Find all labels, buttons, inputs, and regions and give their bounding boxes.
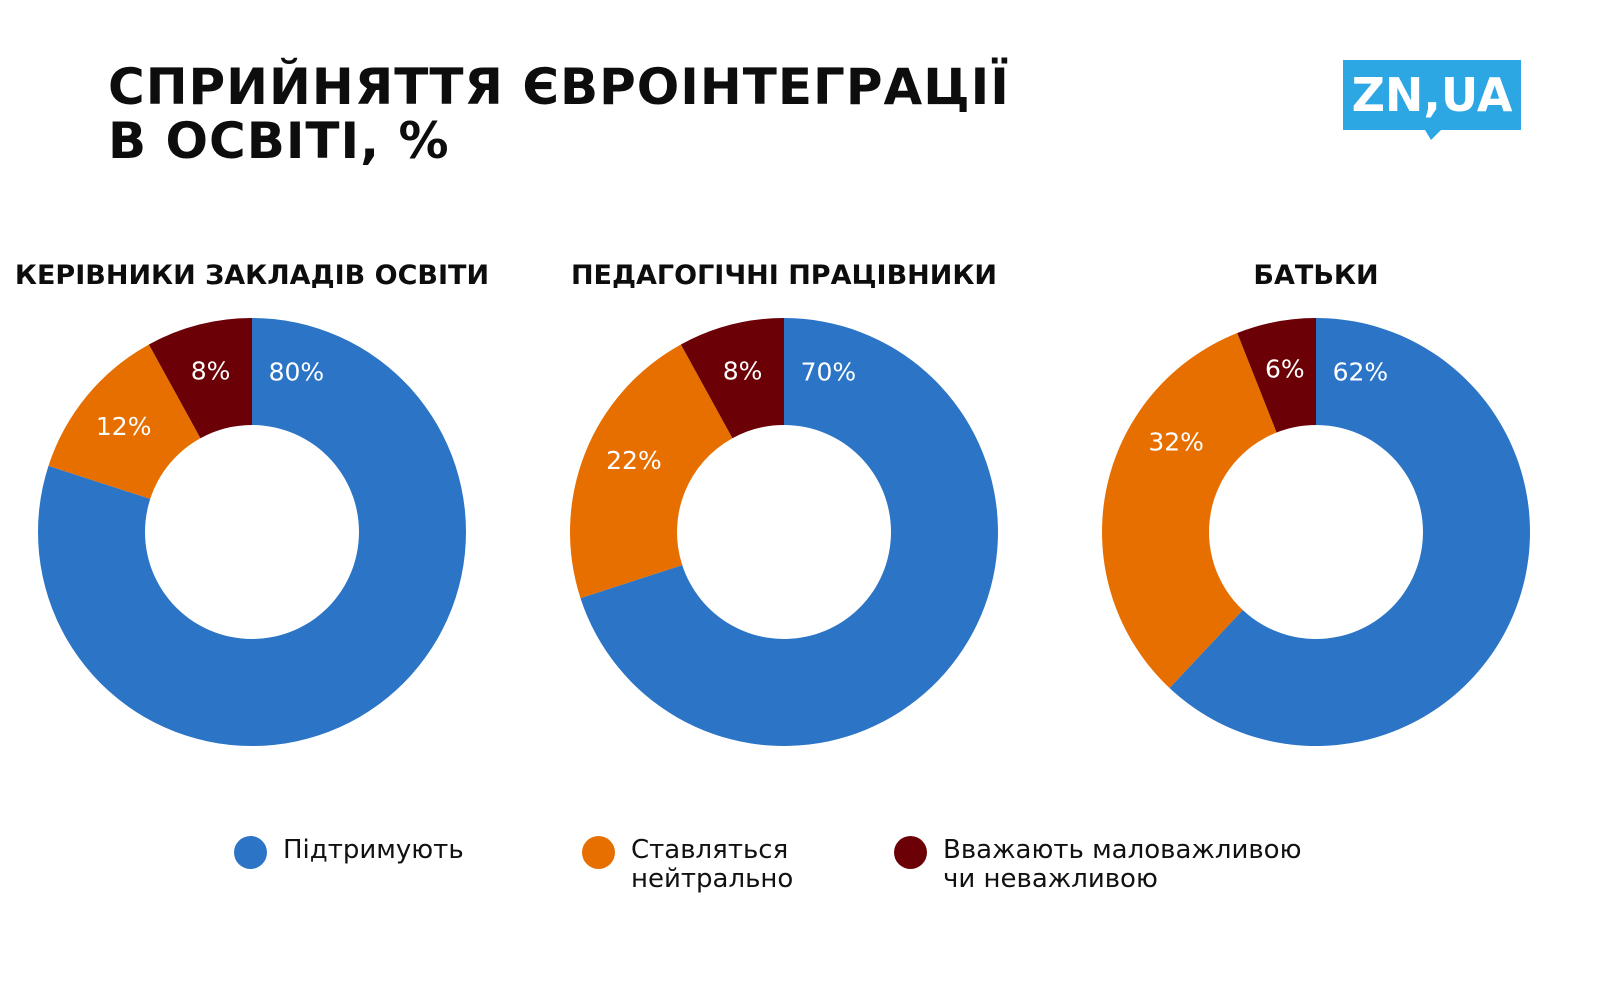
donut-svg: 62% 32% 6% — [1102, 318, 1530, 746]
slice-label-support: 70% — [801, 358, 857, 387]
slice-support — [37, 318, 466, 746]
logo-speech-bubble — [1343, 60, 1521, 140]
legend-item-unimportant: Вважають маловажливою чи неважливою — [894, 836, 1301, 894]
slice-support — [580, 318, 998, 746]
slice-label-neutral: 32% — [1148, 428, 1204, 457]
donut-svg: 80% 12% 8% — [37, 318, 466, 746]
legend-item-neutral: Ставляться нейтрально — [582, 836, 793, 894]
slice-label-unimportant: 6% — [1265, 354, 1305, 383]
legend-label: Підтримують — [283, 835, 464, 865]
donut-chart-parents: БАТЬКИ 62% 32% 6% — [1056, 260, 1576, 780]
page-title: СПРИЙНЯТТЯ ЄВРОІНТЕГРАЦІЇ В ОСВІТІ, % — [108, 60, 1010, 168]
slice-label-neutral: 12% — [96, 412, 152, 441]
slice-neutral — [1102, 333, 1277, 688]
legend-item-support: Підтримують — [234, 836, 464, 869]
zn-ua-logo: ZN,UA — [1343, 60, 1521, 140]
donut-chart-heads: КЕРІВНИКИ ЗАКЛАДІВ ОСВІТИ 80% 12% 8% — [0, 260, 512, 780]
slice-support — [1169, 318, 1530, 746]
slice-unimportant — [1237, 318, 1316, 433]
slice-unimportant — [680, 318, 784, 439]
legend-label: Ставляться нейтрально — [631, 835, 794, 894]
slice-label-neutral: 22% — [606, 446, 662, 475]
slice-neutral — [48, 344, 201, 499]
page-title-line-1: СПРИЙНЯТТЯ ЄВРОІНТЕГРАЦІЇ — [108, 58, 1010, 116]
charts-area: КЕРІВНИКИ ЗАКЛАДІВ ОСВІТИ 80% 12% 8% ПЕДАГ… — [0, 260, 1600, 780]
legend-swatch-unimportant — [894, 836, 927, 869]
slice-neutral — [570, 344, 733, 599]
slice-label-support: 80% — [269, 358, 325, 387]
legend-swatch-support — [234, 836, 267, 869]
chart-title: КЕРІВНИКИ ЗАКЛАДІВ ОСВІТИ — [14, 260, 490, 291]
legend-label: Вважають маловажливою чи неважливою — [943, 835, 1302, 894]
legend-swatch-neutral — [582, 836, 615, 869]
slice-label-support: 62% — [1333, 358, 1389, 387]
donut-svg: 70% 22% 8% — [570, 318, 998, 746]
page-title-line-2: В ОСВІТІ, % — [108, 112, 450, 170]
slice-label-unimportant: 8% — [723, 357, 763, 386]
slice-unimportant — [148, 318, 252, 439]
chart-title: БАТЬКИ — [1253, 260, 1379, 291]
slice-label-unimportant: 8% — [191, 357, 231, 386]
chart-title: ПЕДАГОГІЧНІ ПРАЦІВНИКИ — [570, 260, 998, 291]
logo-text: ZN,UA — [1352, 68, 1513, 122]
donut-chart-teachers: ПЕДАГОГІЧНІ ПРАЦІВНИКИ 70% 22% 8% — [524, 260, 1044, 780]
legend: Підтримують Ставляться нейтрально Вважаю… — [0, 836, 1600, 916]
